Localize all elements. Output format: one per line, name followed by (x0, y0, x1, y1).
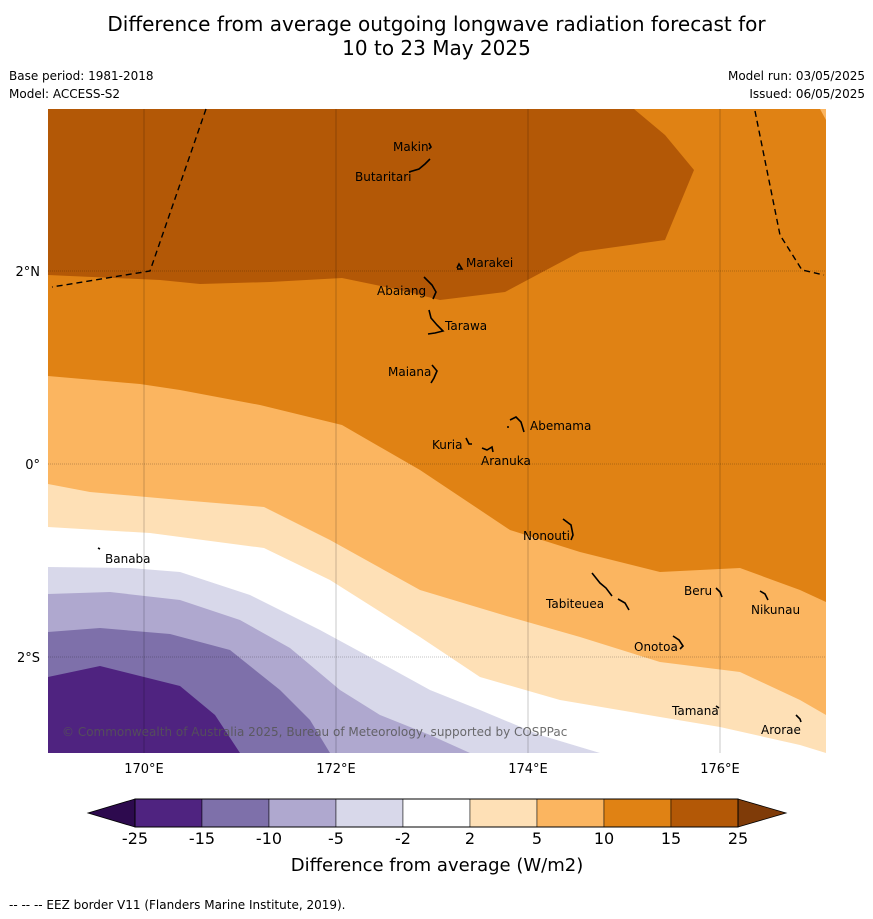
island-outlines (97, 142, 802, 723)
place-label-beru: Beru (684, 584, 712, 598)
colorbar-under-arrow (86, 798, 136, 828)
colorbar-swatch-1 (201, 798, 270, 828)
band-15-25 (48, 109, 694, 300)
lat-tick-label-2: 2°S (17, 651, 40, 666)
place-label-banaba: Banaba (105, 552, 151, 566)
lon-tick-label-2: 174°E (508, 762, 548, 777)
colorbar-over-arrow (737, 798, 788, 828)
place-label-abaiang: Abaiang (377, 284, 426, 298)
colorbar-swatch-4 (402, 798, 471, 828)
colorbar-label: Difference from average (W/m2) (291, 855, 583, 876)
colorbar-swatch-0 (134, 798, 203, 828)
place-label-makin: Makin (393, 140, 429, 154)
island-nikunau (759, 590, 769, 601)
lon-tick-label-3: 176°E (700, 762, 740, 777)
colorbar-swatch-6 (536, 798, 605, 828)
colorbar-tick-1: -15 (189, 829, 215, 848)
place-label-nonouti: Nonouti (523, 529, 570, 543)
colorbar-frame (134, 798, 739, 828)
place-label-maiana: Maiana (388, 365, 431, 379)
place-label-tabiteuea: Tabiteuea (545, 597, 604, 611)
chart-title: Difference from average outgoing longwav… (0, 12, 873, 60)
colorbar-tick-8: 15 (661, 829, 681, 848)
island-abemama (507, 416, 525, 433)
colorbar-tick-2: -10 (256, 829, 282, 848)
lon-tick-label-0: 170°E (124, 762, 164, 777)
colorbar-tick-6: 5 (532, 829, 542, 848)
place-label-kuria: Kuria (432, 438, 463, 452)
colorbar-tick-4: -2 (395, 829, 411, 848)
axis-tick-labels: 170°E 172°E 174°E 176°E 2°N 0° 2°S (16, 265, 740, 777)
place-label-aranuka: Aranuka (481, 454, 531, 468)
metadata-right: Model run: 03/05/2025 Issued: 06/05/2025 (728, 67, 865, 103)
island-abaiang (423, 276, 437, 300)
island-marakei (456, 262, 464, 270)
island-tamana (715, 705, 720, 709)
model-text: Model: ACCESS-S2 (9, 87, 121, 101)
place-label-tarawa: Tarawa (444, 319, 487, 333)
colorbar-tick-5: 2 (465, 829, 475, 848)
island-aranuka (481, 445, 494, 453)
model-run-text: Model run: 03/05/2025 (727, 69, 865, 83)
title-line-2: 10 to 23 May 2025 (342, 36, 531, 60)
colorbar-swatch-3 (335, 798, 404, 828)
island-kuria (465, 437, 472, 445)
map-fill-layer (48, 109, 826, 753)
colorbar-swatch-7 (603, 798, 672, 828)
lat-tick-label-0: 2°N (16, 265, 41, 280)
place-label-onotoa: Onotoa (634, 640, 678, 654)
colorbar-tick-3: -5 (328, 829, 344, 848)
colorbar-swatch-2 (268, 798, 337, 828)
colorbar-tick-labels: -25 -15 -10 -5 -2 2 5 10 15 25 (122, 829, 748, 848)
place-label-butaritari: Butaritari (355, 170, 412, 184)
eez-footnote: -- -- -- EEZ border V11 (Flanders Marine… (9, 898, 346, 912)
island-arorae (795, 714, 802, 723)
island-nonouti (562, 518, 574, 541)
eez-borders (51, 108, 825, 288)
band-10-15-corner (820, 109, 826, 120)
place-label-arorae: Arorae (761, 723, 801, 737)
colorbar-swatch-5 (469, 798, 538, 828)
island-makin (428, 142, 432, 150)
place-label-tamana: Tamana (671, 704, 719, 718)
island-butaritari (408, 158, 431, 173)
colorbar-tick-9: 25 (728, 829, 748, 848)
band-minus25-minus15 (48, 666, 240, 753)
issued-text: Issued: 06/05/2025 (749, 87, 865, 101)
eez-border-east (754, 110, 825, 276)
place-label-abemama: Abemama (530, 419, 591, 433)
base-period-text: Base period: 1981-2018 (9, 69, 154, 83)
colorbar-swatch-8 (670, 798, 739, 828)
island-beru (715, 587, 723, 598)
island-maiana (430, 364, 438, 384)
colorbar-swatches (86, 798, 788, 828)
lon-tick-label-1: 172°E (316, 762, 356, 777)
title-line-1: Difference from average outgoing longwav… (107, 12, 766, 36)
island-banaba (97, 547, 101, 550)
copyright-watermark: © Commonwealth of Australia 2025, Bureau… (62, 725, 567, 739)
gridlines (48, 109, 826, 753)
island-tabiteuea (591, 572, 630, 611)
metadata-left: Base period: 1981-2018 Model: ACCESS-S2 (9, 67, 154, 103)
colorbar-tick-0: -25 (122, 829, 148, 848)
place-label-marakei: Marakei (466, 256, 513, 270)
place-label-nikunau: Nikunau (751, 603, 800, 617)
colorbar-tick-7: 10 (594, 829, 614, 848)
lat-tick-label-1: 0° (25, 458, 40, 473)
island-tarawa (427, 309, 445, 335)
island-onotoa (672, 635, 685, 650)
eez-border-west (51, 108, 207, 288)
